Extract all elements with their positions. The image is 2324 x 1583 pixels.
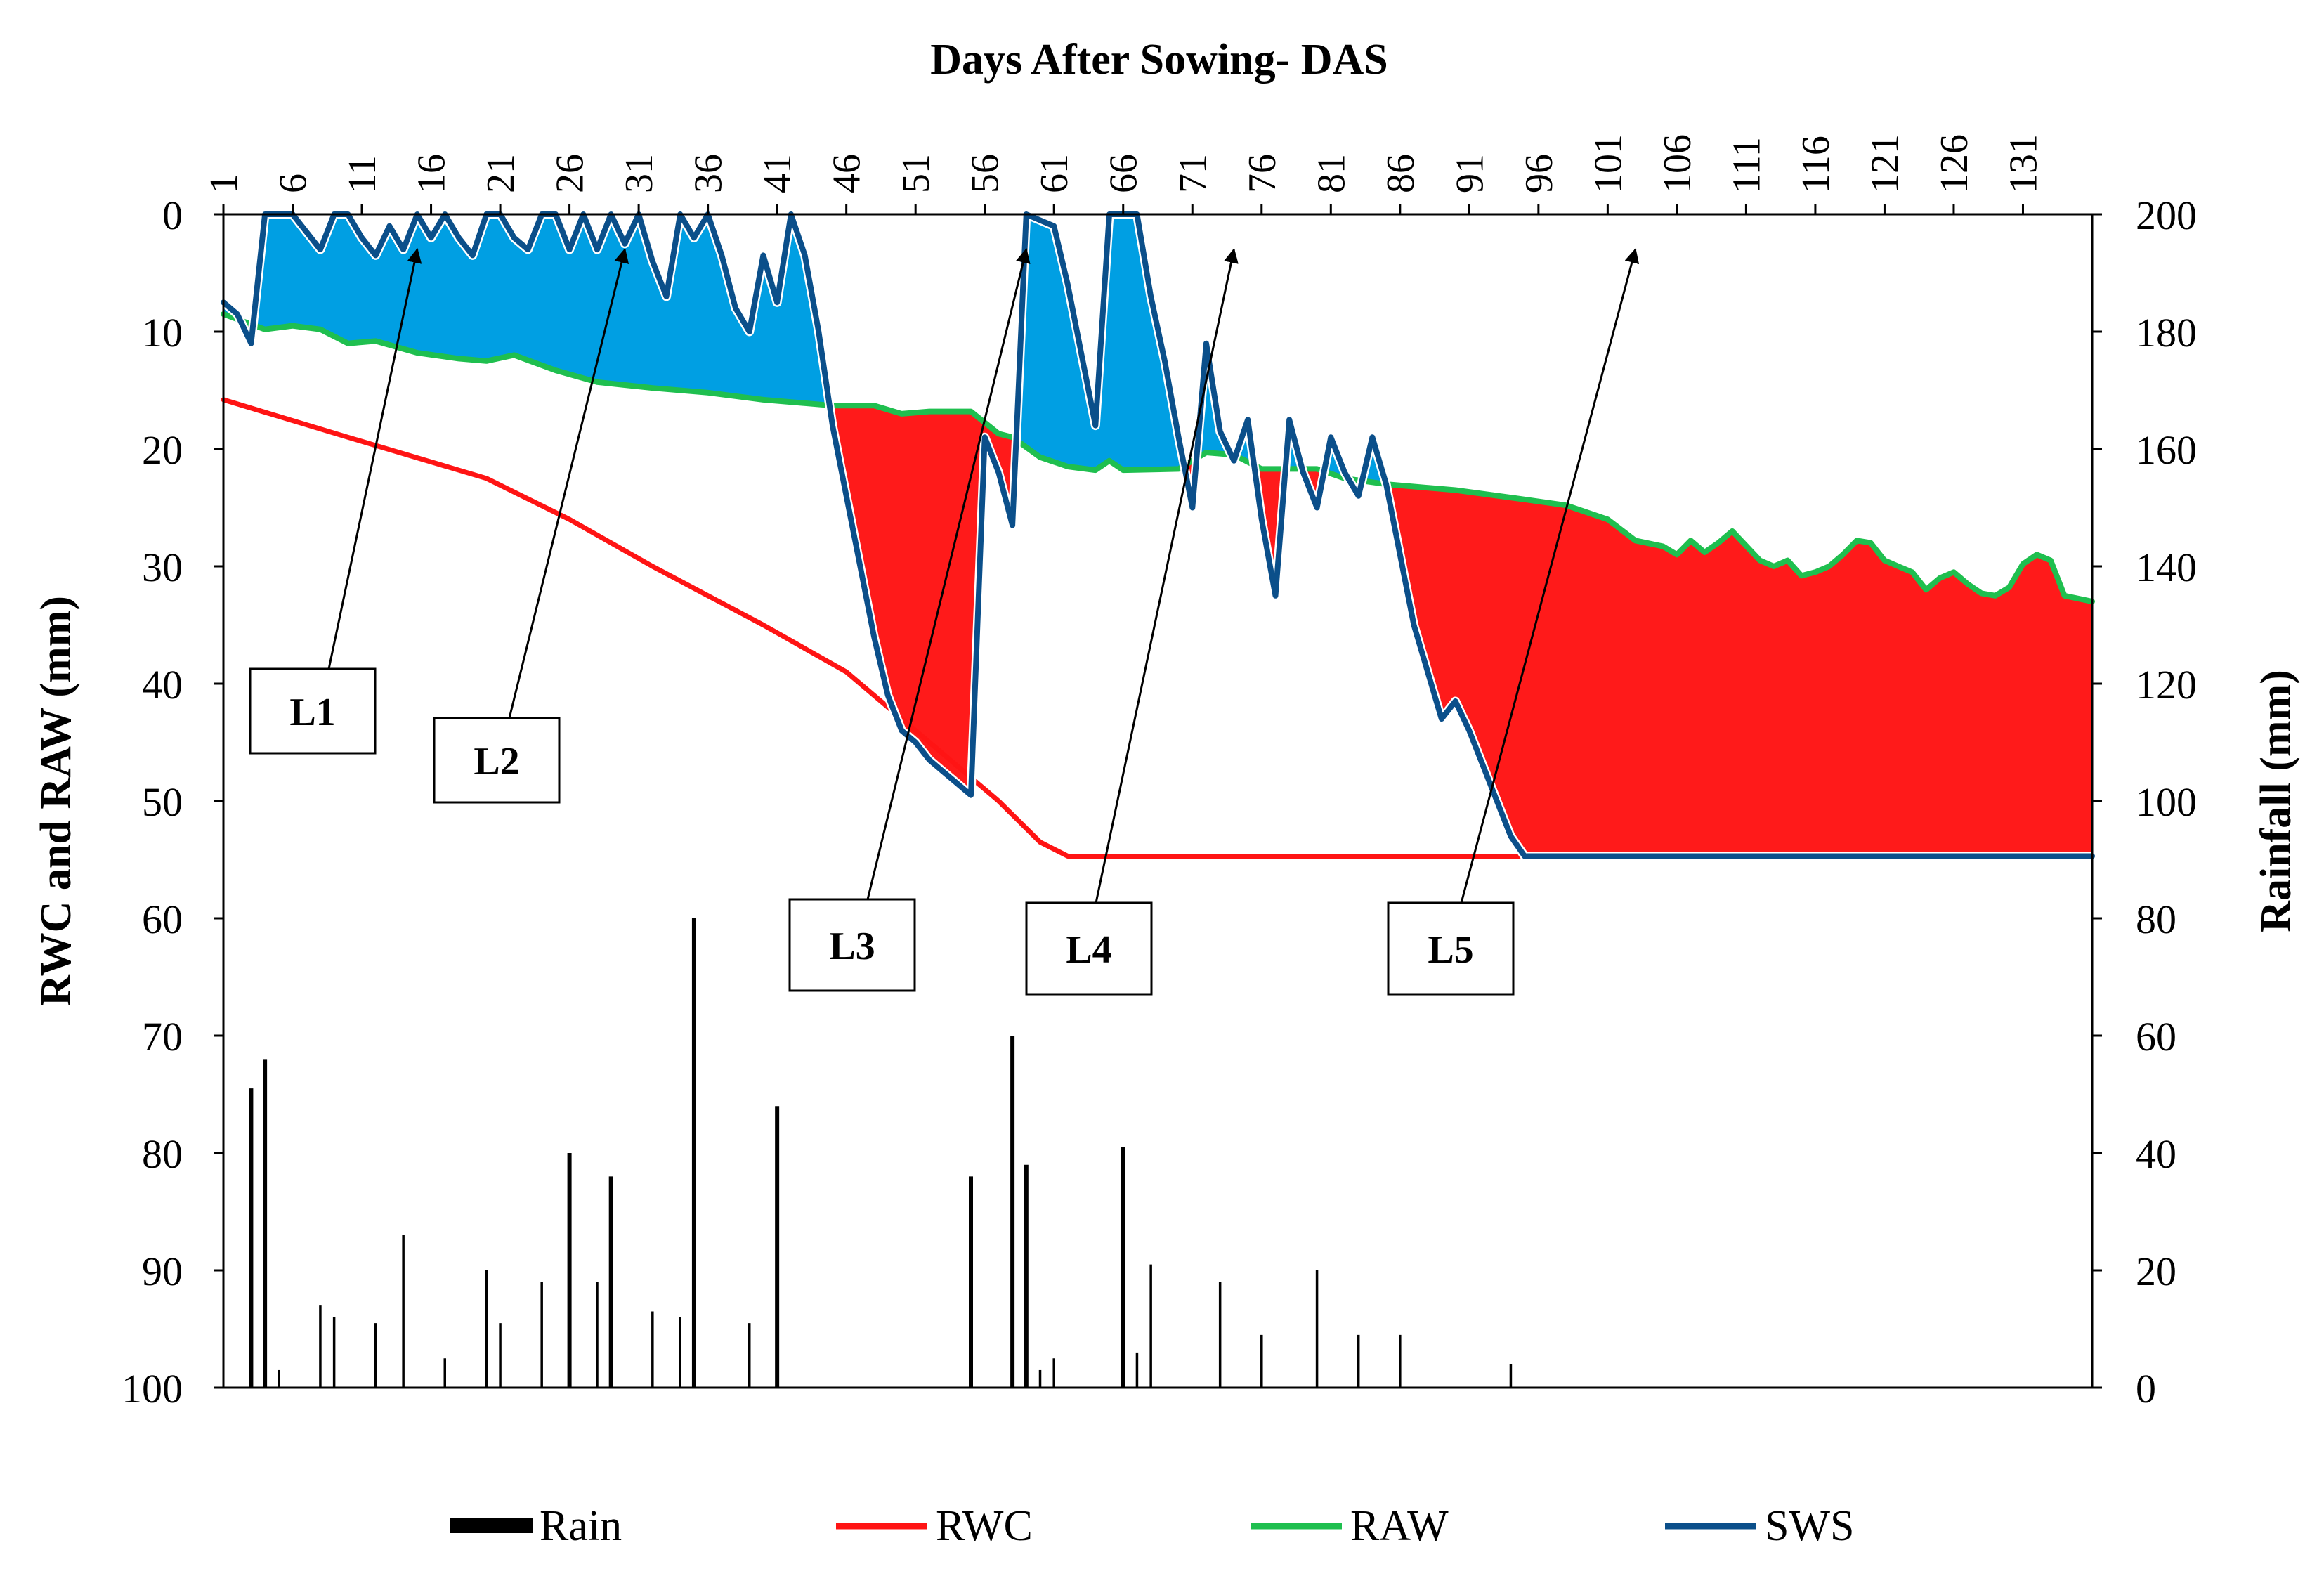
x-tick-6: 6 — [272, 174, 315, 193]
annotation-label-l4: L4 — [1066, 928, 1111, 972]
deficit-area-3 — [830, 405, 1017, 795]
y-right-tick-60: 60 — [2136, 1014, 2176, 1060]
y-right-tick-40: 40 — [2136, 1131, 2176, 1177]
sws-line — [221, 211, 2095, 859]
y-right-tick-140: 140 — [2136, 545, 2197, 590]
y-left-tick-0: 0 — [162, 193, 183, 238]
raw-line — [221, 311, 2095, 605]
x-tick-96: 96 — [1517, 154, 1561, 193]
x-tick-21: 21 — [479, 154, 523, 193]
annotation-box-l2 — [433, 717, 561, 804]
annotation-box-l3 — [788, 898, 916, 992]
x-tick-101: 101 — [1586, 134, 1630, 193]
y-right-tick-0: 0 — [2136, 1366, 2156, 1412]
x-tick-51: 51 — [894, 154, 938, 193]
y-axis-label-right: Rainfall (mm) — [2252, 670, 2300, 932]
x-tick-1: 1 — [202, 174, 246, 193]
x-tick-86: 86 — [1379, 154, 1423, 193]
x-tick-26: 26 — [549, 154, 592, 193]
annotation-label-l5: L5 — [1428, 928, 1473, 972]
annotation-arrow-l1 — [327, 248, 422, 670]
y-left-tick-10: 10 — [142, 310, 183, 356]
x-tick-131: 131 — [2002, 134, 2046, 193]
x-tick-36: 36 — [687, 154, 731, 193]
annotation-label-l2: L2 — [474, 740, 519, 783]
surplus-area-2 — [254, 214, 830, 407]
annotation-arrow-l5 — [1460, 248, 1640, 904]
x-tick-121: 121 — [1863, 134, 1907, 193]
annotation-box-l1 — [249, 667, 377, 755]
x-tick-41: 41 — [756, 154, 799, 193]
x-tick-11: 11 — [341, 155, 384, 193]
y-left-tick-70: 70 — [142, 1014, 183, 1060]
annotation-label-l1: L1 — [289, 691, 335, 734]
legend-label-raw: RAW — [1350, 1502, 1449, 1550]
x-tick-126: 126 — [1933, 134, 1976, 193]
annotation-box-l4 — [1025, 901, 1153, 996]
legend-swatch-rain — [450, 1518, 533, 1533]
chart-title: Days After Sowing- DAS — [930, 36, 1388, 84]
y-axis-label-left: RWC and RAW (mm) — [32, 596, 80, 1006]
x-tick-56: 56 — [964, 154, 1007, 193]
y-left-tick-20: 20 — [142, 427, 183, 473]
y-left-tick-100: 100 — [122, 1366, 183, 1412]
x-tick-111: 111 — [1725, 137, 1768, 193]
x-tick-81: 81 — [1310, 154, 1353, 193]
y-left-tick-30: 30 — [142, 545, 183, 590]
rainfall-bars — [249, 918, 1513, 1388]
y-left-tick-60: 60 — [142, 897, 183, 942]
y-right-tick-200: 200 — [2136, 193, 2197, 238]
y-right-tick-20: 20 — [2136, 1249, 2176, 1294]
y-right-tick-160: 160 — [2136, 427, 2197, 473]
x-tick-106: 106 — [1656, 134, 1699, 193]
y-left-tick-50: 50 — [142, 779, 183, 825]
legend: Rain RWC RAW SWS — [450, 1502, 1854, 1550]
annotation-label-l3: L3 — [829, 925, 875, 968]
x-tick-61: 61 — [1033, 154, 1076, 193]
y-right-tick-80: 80 — [2136, 897, 2176, 942]
x-tick-66: 66 — [1102, 154, 1146, 193]
y-left-tick-80: 80 — [142, 1131, 183, 1177]
x-tick-31: 31 — [618, 154, 661, 193]
legend-label-sws: SWS — [1765, 1502, 1854, 1550]
annotation-box-l5 — [1387, 901, 1515, 996]
annotations: L1 L2 L3 L4 L5 — [249, 248, 1640, 996]
annotation-arrow-l2 — [508, 248, 629, 719]
x-tick-71: 71 — [1171, 154, 1215, 193]
x-tick-16: 16 — [410, 154, 454, 193]
y-right-tick-120: 120 — [2136, 662, 2197, 708]
y-left-tick-90: 90 — [142, 1249, 183, 1294]
y-right-tick-180: 180 — [2136, 310, 2197, 356]
rwc-line — [221, 397, 2095, 859]
series-lines — [218, 209, 2097, 861]
legend-label-rwc: RWC — [936, 1502, 1033, 1550]
y-right-tick-100: 100 — [2136, 779, 2197, 825]
deficit-area-9 — [1254, 455, 1287, 596]
annotation-arrow-l4 — [1095, 248, 1239, 904]
x-tick-46: 46 — [825, 154, 869, 193]
x-tick-91: 91 — [1448, 154, 1491, 193]
annotation-arrow-l3 — [866, 248, 1031, 900]
legend-label-rain: Rain — [540, 1502, 622, 1550]
y-left-tick-40: 40 — [142, 662, 183, 708]
x-tick-116: 116 — [1794, 136, 1838, 193]
x-tick-76: 76 — [1241, 154, 1284, 193]
axes: 0 10 20 30 40 50 60 70 80 90 100 0 20 40 60 80 100 120 140… — [122, 134, 2197, 1412]
